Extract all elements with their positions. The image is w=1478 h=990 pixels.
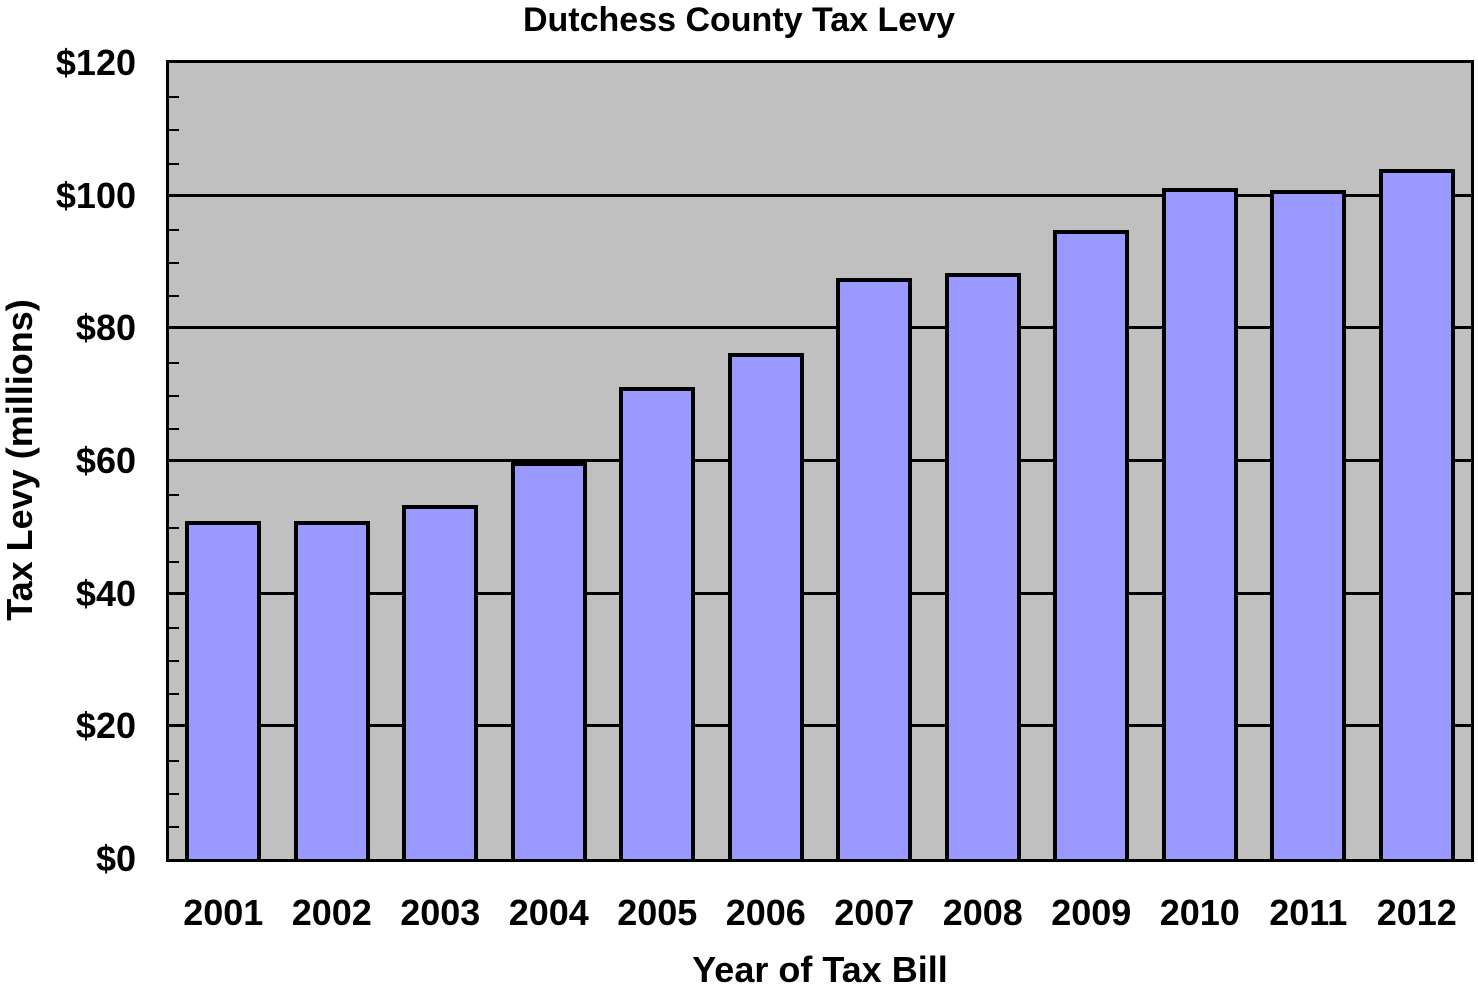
minor-tick bbox=[166, 96, 179, 99]
minor-tick bbox=[166, 361, 179, 364]
x-tick-label: 2006 bbox=[725, 892, 806, 933]
bar-2010 bbox=[1161, 188, 1238, 859]
gridline bbox=[169, 591, 1471, 595]
gridline bbox=[169, 326, 1471, 330]
minor-tick bbox=[166, 759, 179, 762]
y-tick-label: $20 bbox=[75, 705, 136, 747]
y-axis-title: Tax Levy (millions) bbox=[0, 299, 40, 621]
bar-2009 bbox=[1053, 230, 1130, 859]
minor-tick bbox=[166, 693, 179, 696]
x-tick-label: 2008 bbox=[942, 892, 1023, 933]
x-tick-label: 2005 bbox=[617, 892, 698, 933]
bar-2008 bbox=[944, 272, 1021, 859]
y-tick-label: $120 bbox=[55, 42, 136, 83]
minor-tick bbox=[166, 792, 179, 795]
x-tick-label: 2001 bbox=[183, 892, 264, 933]
bar-2004 bbox=[510, 462, 587, 859]
gridline bbox=[169, 724, 1471, 728]
y-tick-label: $100 bbox=[55, 174, 136, 216]
x-tick-label: 2012 bbox=[1376, 892, 1457, 933]
gridline bbox=[169, 459, 1471, 462]
chart-title: Dutchess County Tax Levy bbox=[522, 1, 956, 39]
minor-tick bbox=[166, 228, 179, 231]
minor-tick bbox=[166, 295, 179, 298]
minor-tick bbox=[166, 494, 179, 497]
x-tick-label: 2007 bbox=[834, 892, 915, 933]
x-tick-label: 2004 bbox=[508, 892, 589, 933]
y-tick-label: $0 bbox=[95, 838, 136, 879]
x-tick-label: 2003 bbox=[400, 892, 481, 933]
x-tick-label: 2002 bbox=[291, 892, 372, 933]
x-tick-label: 2011 bbox=[1269, 892, 1348, 933]
gridline bbox=[169, 193, 1471, 197]
x-axis-title: Year of Tax Bill bbox=[692, 949, 948, 990]
minor-tick bbox=[166, 162, 179, 165]
minor-tick bbox=[166, 527, 179, 530]
x-tick-label: 2009 bbox=[1051, 892, 1132, 933]
bar-2002 bbox=[293, 521, 370, 859]
bar-2006 bbox=[727, 352, 804, 859]
bar-2007 bbox=[836, 277, 913, 859]
plot-area bbox=[166, 60, 1474, 862]
minor-tick bbox=[166, 262, 179, 264]
minor-tick bbox=[166, 560, 179, 563]
minor-tick bbox=[166, 394, 179, 397]
minor-tick bbox=[166, 129, 179, 132]
minor-tick bbox=[166, 825, 179, 828]
bar-2003 bbox=[402, 505, 479, 859]
y-tick-label: $60 bbox=[75, 440, 136, 481]
x-tick-label: 2010 bbox=[1159, 892, 1240, 933]
y-tick-label: $80 bbox=[75, 307, 136, 349]
minor-tick bbox=[166, 660, 179, 662]
minor-tick bbox=[166, 427, 179, 430]
bar-2011 bbox=[1270, 190, 1347, 859]
y-tick-label: $40 bbox=[75, 572, 136, 614]
bar-2012 bbox=[1378, 169, 1455, 859]
minor-tick bbox=[166, 626, 179, 629]
bar-2001 bbox=[185, 521, 262, 859]
bar-2005 bbox=[619, 386, 696, 859]
